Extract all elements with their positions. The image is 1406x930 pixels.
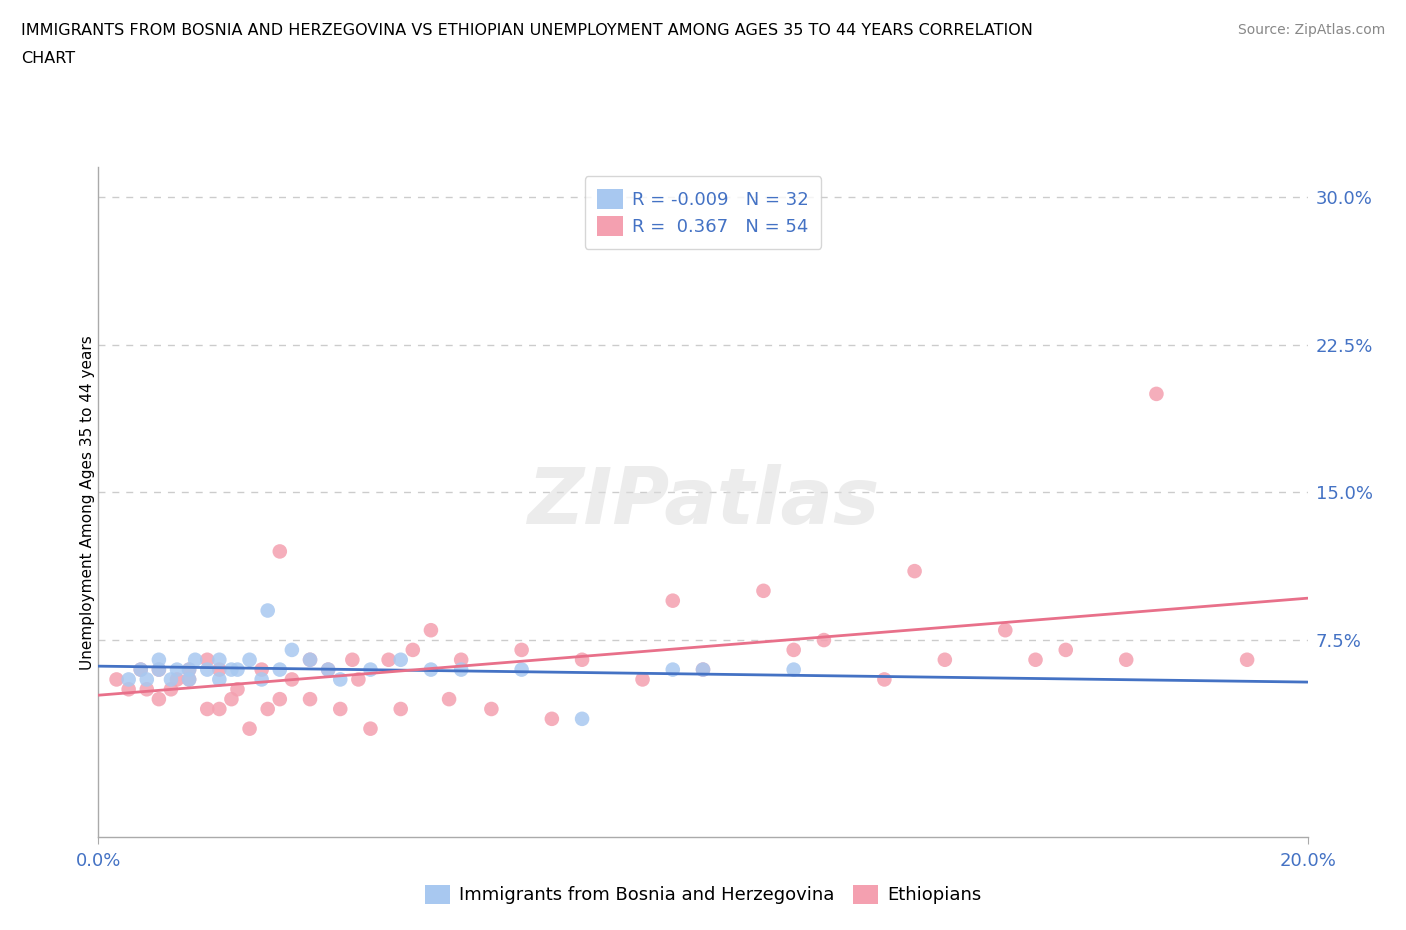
Point xyxy=(177,662,201,677)
Point xyxy=(631,672,654,687)
Point xyxy=(208,652,231,667)
Point xyxy=(481,701,503,716)
Point xyxy=(105,672,128,687)
Point xyxy=(239,722,262,737)
Point xyxy=(281,643,304,658)
Point xyxy=(177,672,201,687)
Point xyxy=(661,593,683,608)
Point xyxy=(256,603,278,618)
Point xyxy=(661,662,683,677)
Legend: Immigrants from Bosnia and Herzegovina, Ethiopians: Immigrants from Bosnia and Herzegovina, … xyxy=(418,877,988,911)
Point xyxy=(316,662,339,677)
Point xyxy=(782,662,804,677)
Point xyxy=(148,692,170,707)
Point xyxy=(160,682,183,697)
Point xyxy=(118,682,141,697)
Point xyxy=(177,662,201,677)
Point xyxy=(269,544,291,559)
Point xyxy=(118,672,141,687)
Point xyxy=(360,722,382,737)
Point xyxy=(316,662,339,677)
Point xyxy=(571,652,593,667)
Point xyxy=(329,672,352,687)
Point xyxy=(1054,643,1077,658)
Point xyxy=(195,701,218,716)
Point xyxy=(1236,652,1258,667)
Point xyxy=(1144,387,1167,402)
Point xyxy=(208,672,231,687)
Point xyxy=(160,672,183,687)
Point xyxy=(166,662,188,677)
Point xyxy=(148,652,170,667)
Point xyxy=(342,652,364,667)
Point xyxy=(994,623,1017,638)
Point xyxy=(692,662,714,677)
Text: Source: ZipAtlas.com: Source: ZipAtlas.com xyxy=(1237,23,1385,37)
Point xyxy=(184,652,207,667)
Point xyxy=(256,701,278,716)
Point xyxy=(299,652,322,667)
Point xyxy=(129,662,152,677)
Point xyxy=(239,652,262,667)
Point xyxy=(250,662,273,677)
Point xyxy=(873,672,896,687)
Point xyxy=(250,672,273,687)
Point xyxy=(540,711,562,726)
Point xyxy=(1024,652,1046,667)
Point xyxy=(299,692,322,707)
Point xyxy=(148,662,170,677)
Point xyxy=(269,692,291,707)
Point xyxy=(510,643,533,658)
Point xyxy=(419,662,441,677)
Point xyxy=(166,672,188,687)
Point xyxy=(692,662,714,677)
Point xyxy=(360,662,382,677)
Point xyxy=(208,662,231,677)
Point xyxy=(347,672,370,687)
Point xyxy=(195,652,218,667)
Point xyxy=(226,682,249,697)
Point xyxy=(195,662,218,677)
Text: IMMIGRANTS FROM BOSNIA AND HERZEGOVINA VS ETHIOPIAN UNEMPLOYMENT AMONG AGES 35 T: IMMIGRANTS FROM BOSNIA AND HERZEGOVINA V… xyxy=(21,23,1033,38)
Text: CHART: CHART xyxy=(21,51,75,66)
Point xyxy=(571,711,593,726)
Point xyxy=(129,662,152,677)
Point xyxy=(299,652,322,667)
Point xyxy=(752,583,775,598)
Point xyxy=(148,662,170,677)
Point xyxy=(904,564,927,578)
Point xyxy=(419,623,441,638)
Text: ZIPatlas: ZIPatlas xyxy=(527,464,879,540)
Point xyxy=(389,701,412,716)
Point xyxy=(177,672,201,687)
Point xyxy=(226,662,249,677)
Point xyxy=(510,662,533,677)
Point xyxy=(450,652,472,667)
Point xyxy=(269,662,291,677)
Point xyxy=(934,652,956,667)
Point xyxy=(389,652,412,667)
Point xyxy=(208,701,231,716)
Point xyxy=(1115,652,1137,667)
Point xyxy=(377,652,399,667)
Point xyxy=(782,643,804,658)
Point xyxy=(221,692,243,707)
Point xyxy=(402,643,425,658)
Point xyxy=(221,662,243,677)
Point xyxy=(135,682,157,697)
Legend: R = -0.009   N = 32, R =  0.367   N = 54: R = -0.009 N = 32, R = 0.367 N = 54 xyxy=(585,177,821,248)
Point xyxy=(135,672,157,687)
Point xyxy=(450,662,472,677)
Point xyxy=(281,672,304,687)
Point xyxy=(329,701,352,716)
Y-axis label: Unemployment Among Ages 35 to 44 years: Unemployment Among Ages 35 to 44 years xyxy=(80,335,94,670)
Point xyxy=(437,692,460,707)
Point xyxy=(813,632,835,647)
